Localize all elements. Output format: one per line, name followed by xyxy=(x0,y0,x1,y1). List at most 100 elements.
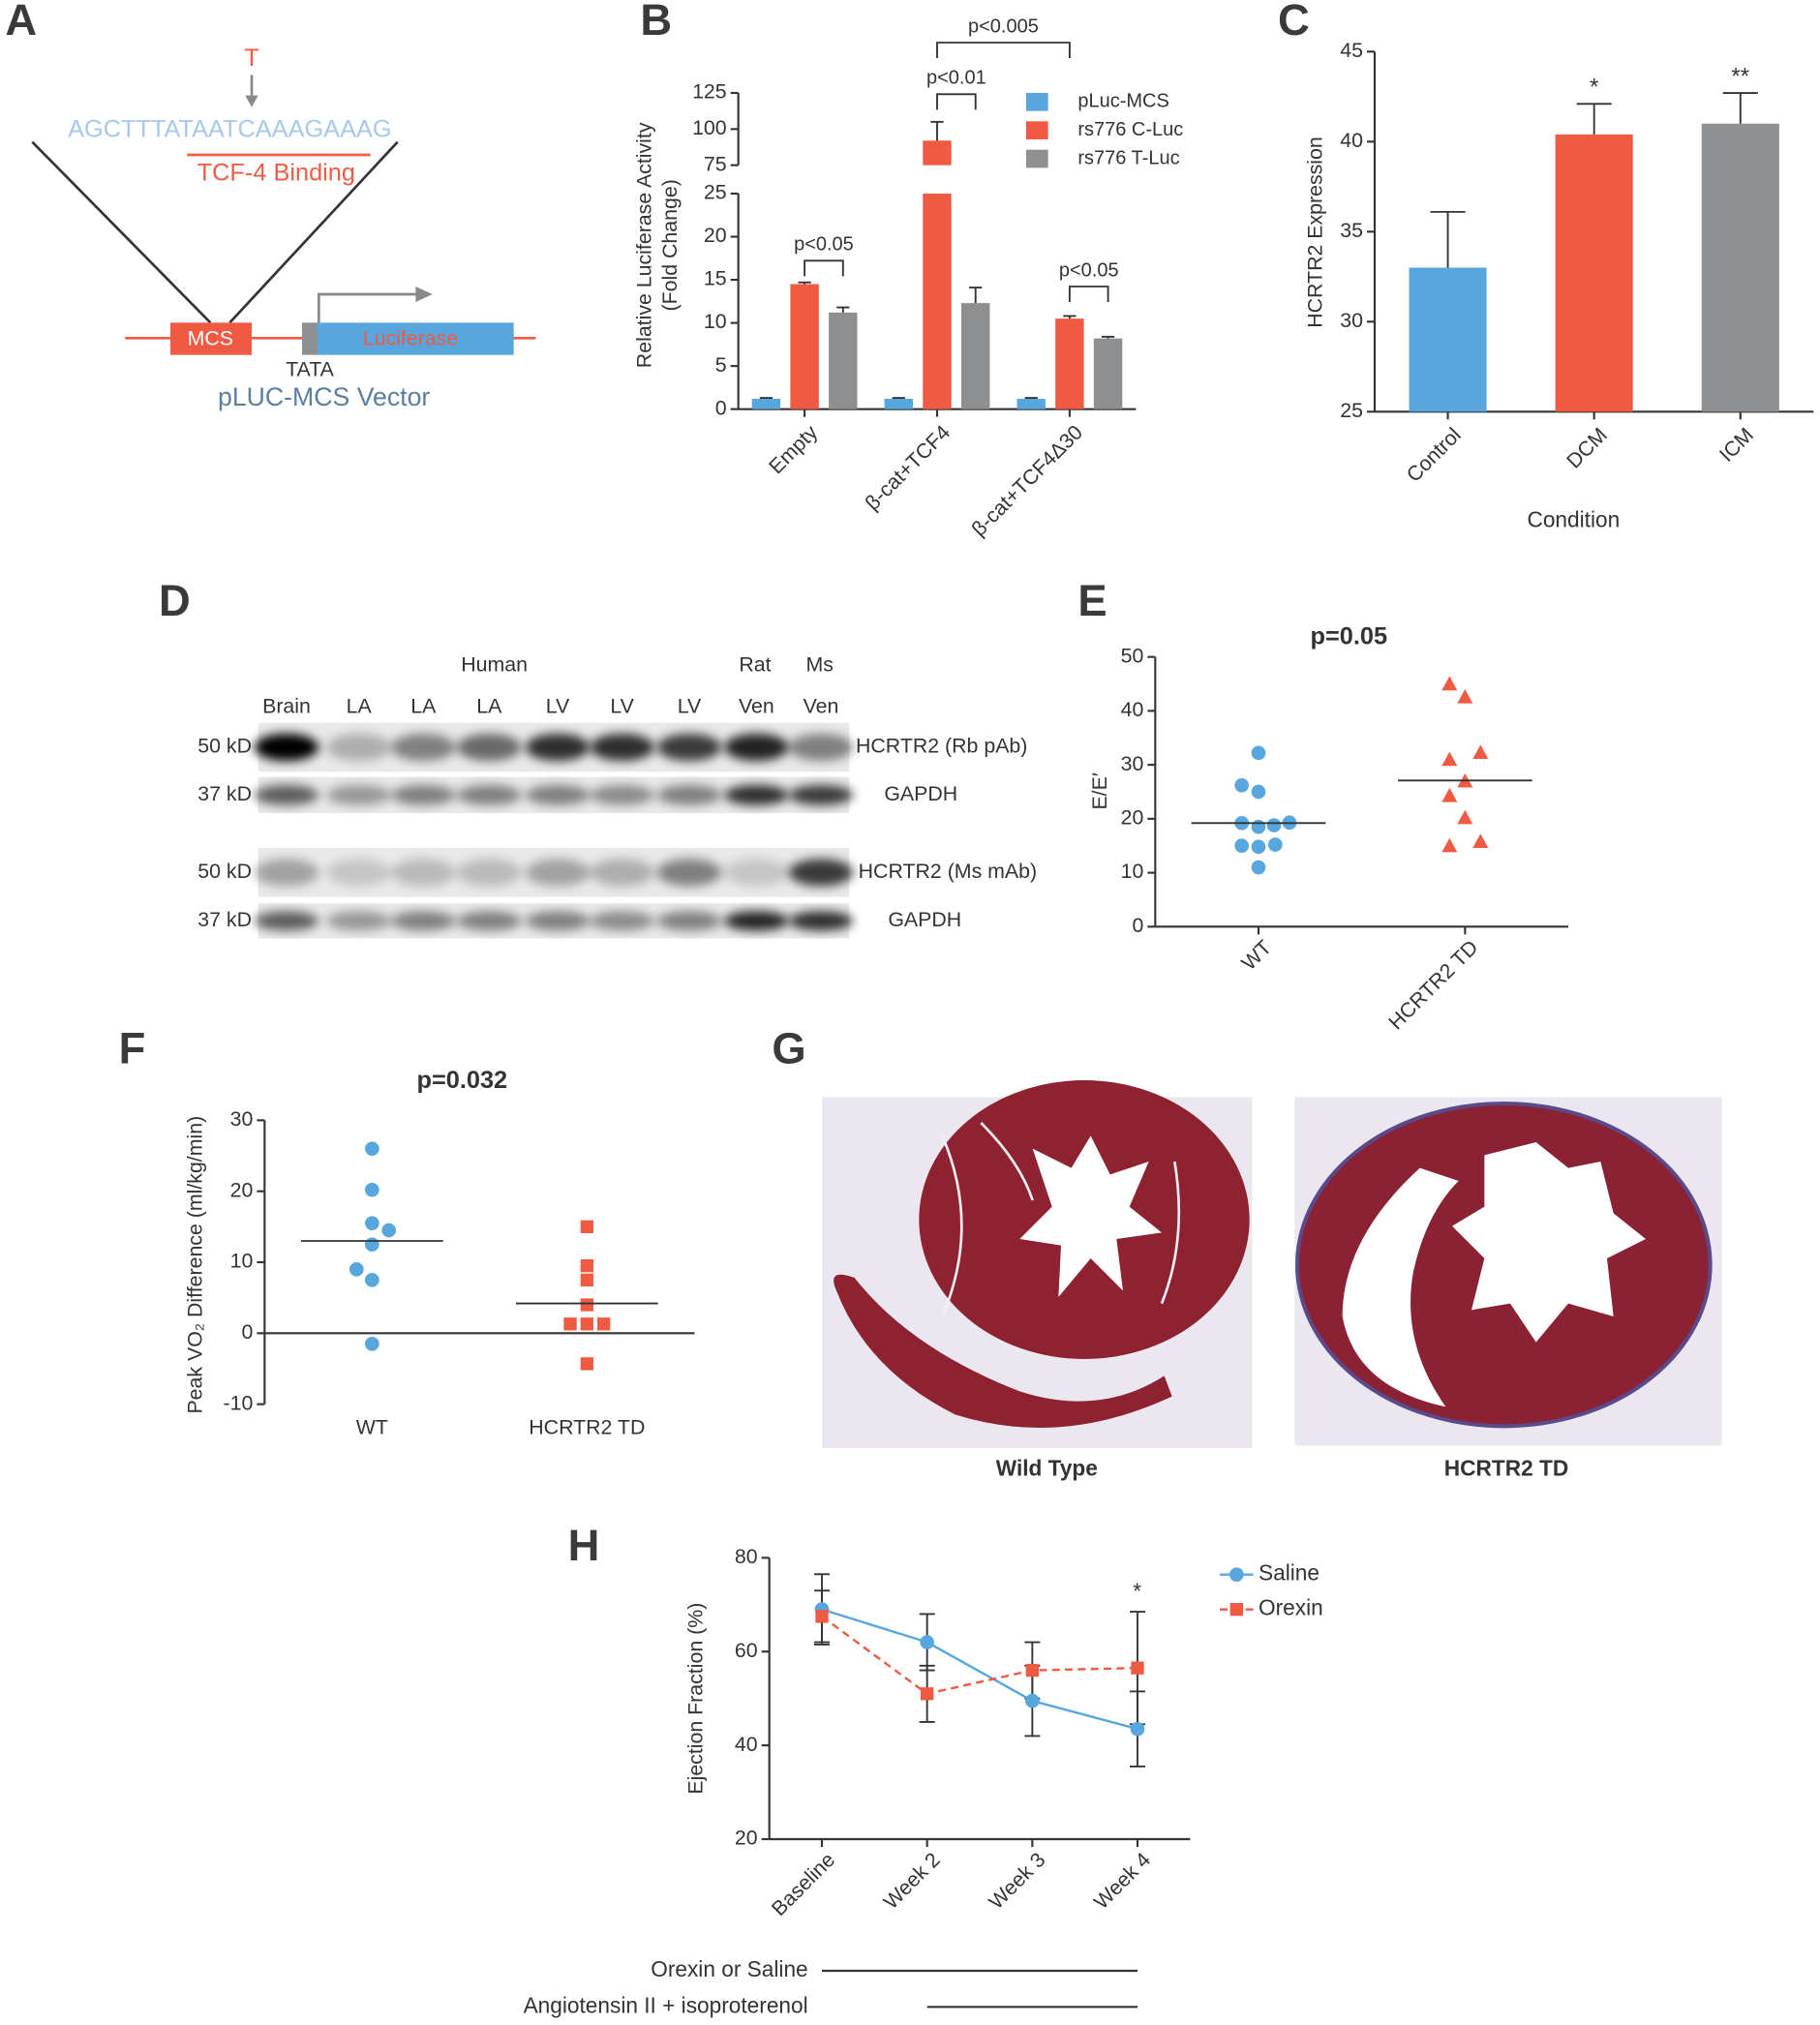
band xyxy=(326,911,391,931)
insert-line xyxy=(228,140,399,324)
x-tick-label: HCRTR2 TD xyxy=(529,1416,645,1439)
point xyxy=(597,1317,611,1331)
y-tick-label: 80 xyxy=(735,1545,758,1568)
point xyxy=(1234,777,1249,793)
mutation: T xyxy=(244,45,258,72)
treatment-label: Angiotensin II + isoproterenol xyxy=(524,1992,808,2017)
size-label: 50 kD xyxy=(197,735,252,758)
point xyxy=(349,1262,364,1277)
legend-label: rs776 T-Luc xyxy=(1077,147,1179,168)
x-tick-label: HCRTR2 TD xyxy=(1384,936,1483,1035)
arrow-head xyxy=(245,95,258,107)
point xyxy=(1441,676,1458,691)
y-tick-label: 30 xyxy=(230,1107,254,1131)
bar xyxy=(923,194,952,409)
y-tick-label: 75 xyxy=(704,152,727,175)
legend-marker xyxy=(1229,1603,1243,1617)
y-tick-label: 60 xyxy=(735,1639,758,1662)
x-tick-label: Empty xyxy=(765,420,823,478)
x-tick-label: ICM xyxy=(1714,423,1758,467)
chart-title: p=0.032 xyxy=(417,1067,508,1094)
panel-letter: A xyxy=(5,0,37,45)
legend-label: Saline xyxy=(1259,1560,1320,1586)
p-value: p<0.05 xyxy=(794,234,854,256)
y-tick-label: 0 xyxy=(715,396,727,419)
y-tick-label: 10 xyxy=(230,1250,254,1273)
point xyxy=(1234,838,1249,854)
promoter-arrow xyxy=(318,292,420,323)
mcs-box xyxy=(170,322,252,355)
band xyxy=(457,733,522,762)
cavity xyxy=(1019,1135,1162,1297)
gene-label: Luciferase xyxy=(363,326,458,349)
binding-label: TCF-4 Binding xyxy=(197,160,355,187)
band xyxy=(457,859,522,887)
y-tick-label: 20 xyxy=(735,1827,758,1850)
x-tick-label: Week 4 xyxy=(1089,1848,1155,1914)
point xyxy=(1025,1693,1040,1708)
y-tick-label: 40 xyxy=(1340,129,1363,152)
x-tick-label: DCM xyxy=(1562,423,1612,472)
band xyxy=(457,784,522,805)
lane-label: LA xyxy=(347,694,373,717)
point xyxy=(1441,787,1458,802)
luciferase-box xyxy=(318,322,514,355)
point xyxy=(1251,839,1266,855)
band xyxy=(590,784,654,805)
p-value: p<0.01 xyxy=(926,68,986,89)
bracket xyxy=(936,42,1071,58)
bar xyxy=(1555,134,1633,412)
x-tick-label: Baseline xyxy=(767,1848,839,1920)
caption: Wild Type xyxy=(996,1456,1098,1481)
y-tick-label: 20 xyxy=(704,224,727,247)
band xyxy=(590,859,654,887)
band xyxy=(326,859,391,887)
y-tick-label: 40 xyxy=(1121,698,1144,721)
y-tick-label: 15 xyxy=(704,267,727,290)
bar xyxy=(1701,123,1779,412)
bar xyxy=(1055,318,1084,409)
band xyxy=(391,784,456,805)
x-tick-label: β-cat+TCF4Δ30 xyxy=(967,420,1087,540)
x-tick-label: Control xyxy=(1402,423,1466,487)
point xyxy=(1441,837,1458,853)
point xyxy=(365,1182,379,1197)
cavity xyxy=(1452,1142,1646,1343)
y-tick-label: 45 xyxy=(1340,39,1363,62)
vector-diagram: T AGCTTTATAATCAAAGAAAG TCF-4 Binding MCS… xyxy=(31,45,536,411)
band xyxy=(788,733,854,762)
panel-letter: F xyxy=(119,1024,146,1073)
lane-label: Ven xyxy=(804,694,839,717)
point xyxy=(365,1337,379,1351)
p-value: p<0.005 xyxy=(968,15,1039,37)
lane-label: Brain xyxy=(262,694,311,717)
point xyxy=(580,1317,593,1331)
bar xyxy=(829,312,858,409)
size-label: 37 kD xyxy=(197,908,252,931)
band xyxy=(525,911,591,931)
mcs-label: MCS xyxy=(188,326,233,349)
vector-label: pLUC-MCS Vector xyxy=(218,382,430,411)
legend-marker xyxy=(1229,1567,1244,1582)
blot-label: HCRTR2 (Ms mAb) xyxy=(859,860,1037,883)
treatment-label: Orexin or Saline xyxy=(651,1956,807,1981)
bar xyxy=(923,140,952,166)
y-tick-label: 0 xyxy=(241,1320,253,1344)
y-tick-label: 20 xyxy=(1121,806,1144,830)
band xyxy=(590,733,654,762)
lane-label: LV xyxy=(546,694,570,717)
panel-letter: B xyxy=(640,0,672,45)
point xyxy=(1457,688,1473,704)
band xyxy=(590,911,654,931)
point xyxy=(1251,745,1266,761)
band xyxy=(724,911,789,931)
point xyxy=(365,1141,379,1156)
p-value: p<0.05 xyxy=(1059,259,1119,281)
bracket xyxy=(1068,286,1109,302)
x-tick-label: WT xyxy=(356,1416,388,1439)
bar xyxy=(1409,267,1487,412)
point xyxy=(580,1273,593,1286)
point xyxy=(381,1223,396,1238)
lane-label: LA xyxy=(410,694,437,717)
y-axis-label: Ejection Fraction (%) xyxy=(684,1603,708,1795)
